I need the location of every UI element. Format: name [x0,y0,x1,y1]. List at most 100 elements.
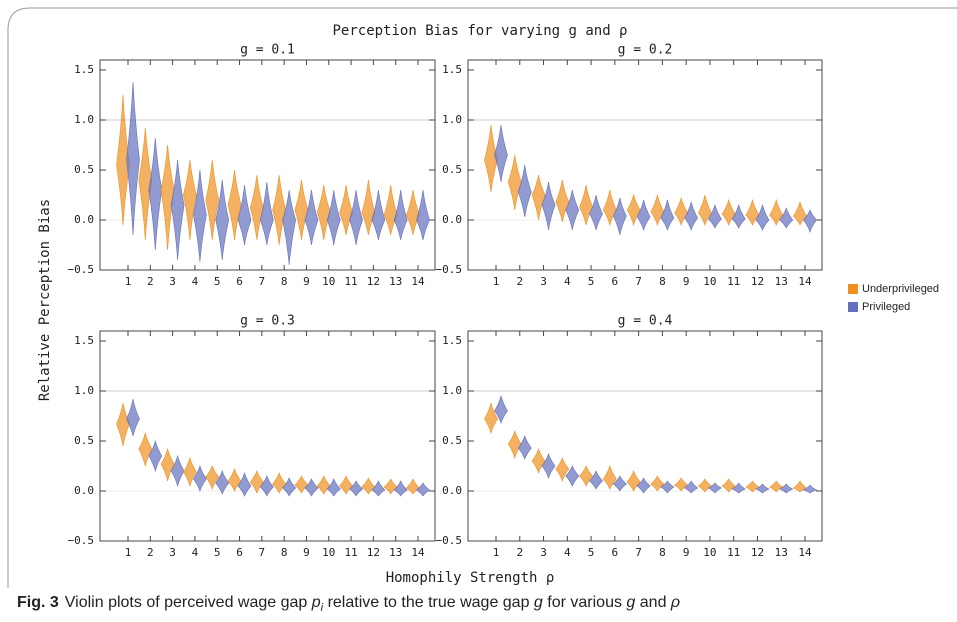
x-tick-label: 1 [125,546,132,559]
y-tick-label: 1.5 [74,334,94,347]
caption-text: for various [542,594,627,611]
plot-frame [467,59,823,271]
x-tick-label: 14 [411,275,425,288]
violin [731,482,746,494]
violin [349,480,364,497]
x-tick-label: 10 [322,275,335,288]
x-tick-label: 2 [516,275,523,288]
violin [589,470,604,490]
violin [116,402,130,447]
x-tick-label: 8 [281,275,288,288]
violin [555,457,570,482]
violin [613,197,627,236]
y-tick-label: 0.5 [442,163,462,176]
violin [660,480,675,494]
violin [138,432,153,467]
x-tick-label: 5 [214,275,221,288]
violin [383,478,398,495]
violin [371,189,386,241]
violin [215,179,230,261]
violin [126,398,140,437]
plot-frame [99,330,436,542]
violin [326,478,341,497]
y-axis-label: Relative Perception Bias [37,199,53,401]
violin [698,194,712,226]
caption-math: g [533,594,543,611]
x-tick-label: 10 [703,546,716,559]
x-tick-label: 14 [798,546,812,559]
violin [626,193,641,227]
violin [170,454,185,488]
violin [660,199,675,231]
violin [494,394,508,424]
violin [602,464,617,490]
violin [260,181,274,246]
violin [684,480,699,494]
violin [755,203,770,231]
caption: Fig. 3 Violin plots of perceived wage gap… [17,594,680,614]
violin [193,169,207,263]
x-tick-label: 9 [303,275,310,288]
x-tick-label: 1 [125,275,132,288]
x-tick-label: 12 [367,275,380,288]
x-tick-label: 9 [683,546,690,559]
x-tick-label: 11 [344,275,357,288]
violin [326,189,341,246]
violin [304,478,319,497]
violin [415,482,431,497]
violin [603,189,617,227]
x-tick-label: 3 [540,546,547,559]
x-tick-label: 5 [588,275,595,288]
x-tick-label: 10 [703,275,716,288]
x-tick-label: 4 [192,275,199,288]
violin [507,154,522,211]
violin [484,124,498,193]
violin [802,484,818,494]
violin [769,480,784,493]
violin [626,470,641,492]
y-tick-label: −0.5 [436,534,463,547]
x-tick-label: 2 [147,275,154,288]
violin [589,194,603,231]
x-tick-label: 7 [635,546,642,559]
violin [612,475,627,492]
x-tick-label: 13 [389,546,402,559]
violin [721,198,736,226]
x-tick-label: 9 [683,275,690,288]
x-tick-label: 9 [303,546,310,559]
violin [393,189,408,241]
violin [565,189,580,231]
violin [636,477,651,494]
x-axis-label: Homophily Strength ρ [386,570,555,586]
violin [555,179,570,223]
x-tick-label: 8 [281,546,288,559]
x-tick-label: 2 [147,546,154,559]
violin [272,174,286,246]
violin [237,184,252,246]
panel-title: g = 0.1 [240,43,295,58]
violin [361,477,376,495]
y-tick-label: 1.0 [442,384,462,397]
violin [541,181,556,231]
y-tick-label: 0.5 [74,163,94,176]
violin [755,483,770,494]
x-tick-label: 3 [169,275,176,288]
violin [237,471,252,497]
x-tick-label: 7 [259,275,266,288]
violin [148,439,163,473]
x-tick-label: 2 [516,546,523,559]
legend-swatch [848,284,858,294]
x-tick-label: 7 [635,275,642,288]
violin [684,201,699,231]
legend-label: Underprivileged [862,283,939,295]
x-tick-label: 13 [389,275,402,288]
x-tick-label: 4 [564,546,571,559]
violin [339,475,354,495]
violin [193,464,207,492]
x-tick-label: 4 [564,275,571,288]
violin [731,203,746,229]
caption-math: p [311,594,321,611]
violin [148,137,163,251]
violin [126,81,140,236]
